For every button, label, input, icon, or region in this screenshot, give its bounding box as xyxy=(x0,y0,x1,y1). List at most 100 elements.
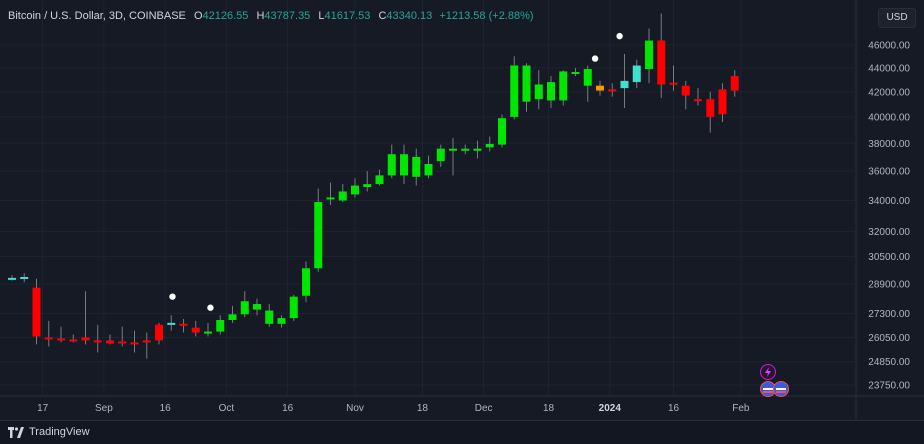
candle-body xyxy=(608,89,617,92)
candle xyxy=(265,304,274,327)
grid-lines xyxy=(0,0,856,396)
candle xyxy=(363,171,372,192)
price-tick-label: 30500.00 xyxy=(868,252,910,263)
candle xyxy=(8,275,16,281)
time-axis[interactable]: 17 Sep 16 Oct 16 Nov 18 Dec 18 2024 16 Feb xyxy=(37,403,750,414)
candle xyxy=(179,319,188,333)
candle xyxy=(387,144,396,179)
candle-body xyxy=(596,85,604,91)
candle xyxy=(461,144,470,155)
candle-body xyxy=(375,175,384,185)
candle xyxy=(277,315,286,328)
price-chart[interactable]: 46000.00 44000.00 42000.00 40000.00 38000.00… xyxy=(0,0,924,420)
candle-body xyxy=(44,337,53,340)
candle-body xyxy=(204,331,212,334)
candle xyxy=(81,291,90,345)
candle-body xyxy=(449,148,457,151)
candle-body xyxy=(155,324,163,341)
candle-body xyxy=(289,296,298,319)
footer-bar: TradingView xyxy=(0,420,924,444)
candle-body xyxy=(81,337,90,341)
candle-body xyxy=(424,163,433,176)
time-tick-label: Feb xyxy=(732,403,750,414)
candle-body xyxy=(130,342,139,345)
price-tick-label: 34000.00 xyxy=(868,196,910,207)
candle xyxy=(253,298,261,316)
currency-button[interactable]: USD xyxy=(878,8,916,28)
candle-body xyxy=(191,327,200,333)
price-tick-label: 27300.00 xyxy=(868,309,910,320)
event-marker-dot xyxy=(616,32,623,40)
candle-body xyxy=(326,197,335,200)
candle-body xyxy=(620,80,629,89)
legend-header: Bitcoin / U.S. Dollar, 3D, COINBASE O421… xyxy=(8,10,534,22)
time-tick-label: 2024 xyxy=(599,403,622,414)
candle xyxy=(547,76,555,108)
candle xyxy=(706,91,715,133)
candle xyxy=(657,13,666,98)
candle xyxy=(534,70,543,110)
brand-label: TradingView xyxy=(29,426,90,438)
candle xyxy=(57,326,65,343)
time-tick-label: 16 xyxy=(160,403,172,414)
candle-body xyxy=(118,341,127,344)
time-tick-label: 18 xyxy=(417,403,429,414)
candle-body xyxy=(93,340,102,343)
candle-body xyxy=(547,82,555,101)
candle xyxy=(69,334,78,343)
candle-body xyxy=(179,323,188,326)
candle-body xyxy=(669,82,678,85)
price-tick-label: 32000.00 xyxy=(868,227,910,238)
candle-body xyxy=(363,184,372,188)
candle-body xyxy=(8,277,16,280)
event-markers xyxy=(169,32,623,311)
candle xyxy=(106,334,114,345)
candle xyxy=(424,155,433,179)
us-flag-event-icon[interactable] xyxy=(773,381,789,397)
time-tick-label: Nov xyxy=(346,403,364,414)
candle xyxy=(632,59,641,89)
candle xyxy=(571,67,580,77)
candle xyxy=(338,184,347,202)
candle xyxy=(375,169,384,186)
candle-body xyxy=(657,40,666,85)
candle xyxy=(694,88,702,106)
candle-body xyxy=(167,322,176,325)
candle xyxy=(498,114,506,148)
tradingview-logo[interactable]: TradingView xyxy=(8,426,90,438)
price-tick-label: 26050.00 xyxy=(868,333,910,344)
candle-body xyxy=(228,314,237,320)
price-tick-label: 46000.00 xyxy=(868,41,910,52)
candle-body xyxy=(302,268,310,296)
price-axis[interactable]: 46000.00 44000.00 42000.00 40000.00 38000.00… xyxy=(868,41,910,392)
candle-body xyxy=(583,69,592,86)
candle-body xyxy=(387,154,396,176)
symbol-title[interactable]: Bitcoin / U.S. Dollar, 3D, COINBASE xyxy=(8,10,186,22)
candle-body xyxy=(412,156,421,177)
candle-body xyxy=(645,40,653,70)
event-marker-dot xyxy=(169,293,176,300)
candle xyxy=(20,273,29,283)
candle-body xyxy=(277,318,286,324)
time-tick-label: Dec xyxy=(475,403,493,414)
lightning-event-icon[interactable] xyxy=(760,364,776,380)
candle-body xyxy=(498,118,506,145)
candle-body xyxy=(351,185,359,195)
candle xyxy=(596,80,604,96)
high-label: H xyxy=(256,10,265,22)
candle xyxy=(412,148,421,186)
candle-body xyxy=(142,340,151,343)
candle xyxy=(93,324,102,353)
candle-body xyxy=(32,287,41,337)
candle xyxy=(559,70,568,106)
candle-body xyxy=(571,71,580,74)
price-tick-label: 28900.00 xyxy=(868,280,910,291)
candle-body xyxy=(20,276,29,279)
price-tick-label: 23750.00 xyxy=(868,381,910,392)
candle xyxy=(449,137,457,176)
candle-body xyxy=(240,301,249,315)
time-tick-label: Oct xyxy=(219,403,235,414)
candle-body xyxy=(473,148,482,151)
candle-body xyxy=(522,65,531,102)
time-tick-label: 16 xyxy=(668,403,680,414)
